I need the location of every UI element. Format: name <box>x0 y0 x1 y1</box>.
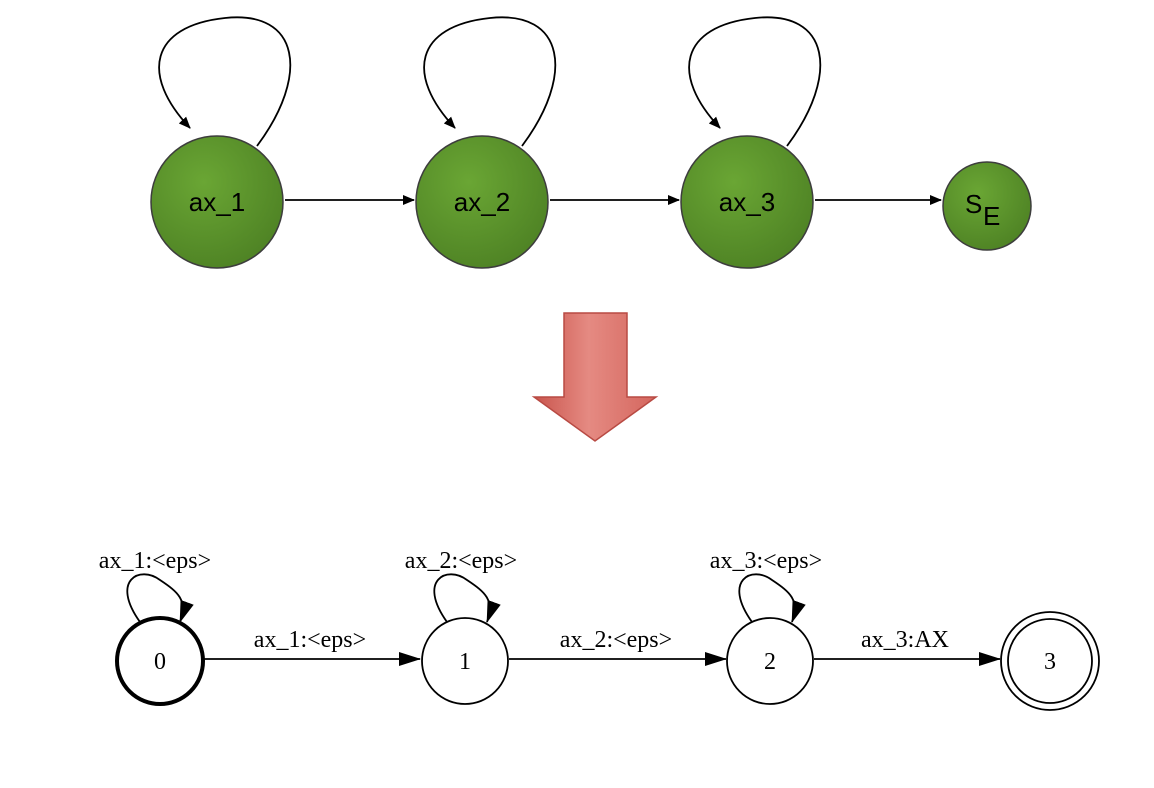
fst-self-loop-label-0: ax_1:<eps> <box>99 548 211 574</box>
fst-state-3-final: 3 <box>1000 611 1100 711</box>
fst-state-1: 1 <box>421 617 509 705</box>
fst-state-2: 2 <box>726 617 814 705</box>
fst-state-label: 3 <box>1044 649 1056 675</box>
fst-state-label: 1 <box>459 649 471 675</box>
hmm-self-loop-ax_3 <box>688 16 822 147</box>
hmm-end-state: S E <box>942 161 1032 251</box>
hmm-state-label: ax_1 <box>189 187 245 217</box>
fst-state-label: 2 <box>764 649 776 675</box>
fst-self-loop-label-1: ax_2:<eps> <box>405 548 517 574</box>
fst-transition-label-2-3: ax_3:AX <box>861 627 949 653</box>
fst-self-loop-label-2: ax_3:<eps> <box>710 548 822 574</box>
hmm-state-ax_2: ax_2 <box>415 135 549 269</box>
hmm-state-label: ax_2 <box>454 187 510 217</box>
fst-state-label: 0 <box>154 649 166 675</box>
hmm-self-loop-ax_2 <box>423 16 557 147</box>
hmm-state-ax_3: ax_3 <box>680 135 814 269</box>
conversion-down-arrow <box>531 312 659 442</box>
hmm-state-ax_1: ax_1 <box>150 135 284 269</box>
fst-transition-label-0-1: ax_1:<eps> <box>254 627 366 653</box>
hmm-diagram: ax_1 ax_2 ax_3 S E <box>150 16 1032 269</box>
hmm-self-loop-ax_1 <box>158 16 292 147</box>
hmm-state-label: ax_3 <box>719 187 775 217</box>
fst-self-loop-1 <box>433 573 501 623</box>
fst-state-0: 0 <box>115 616 205 706</box>
fst-transition-label-1-2: ax_2:<eps> <box>560 627 672 653</box>
fst-self-loop-0 <box>126 573 194 623</box>
end-state-subscript: E <box>983 201 1000 231</box>
fst-diagram: ax_1:<eps> ax_2:<eps> ax_3:<eps> ax_1:<e… <box>99 548 1100 711</box>
fst-self-loop-2 <box>738 573 806 623</box>
end-state-label: S <box>965 189 982 219</box>
